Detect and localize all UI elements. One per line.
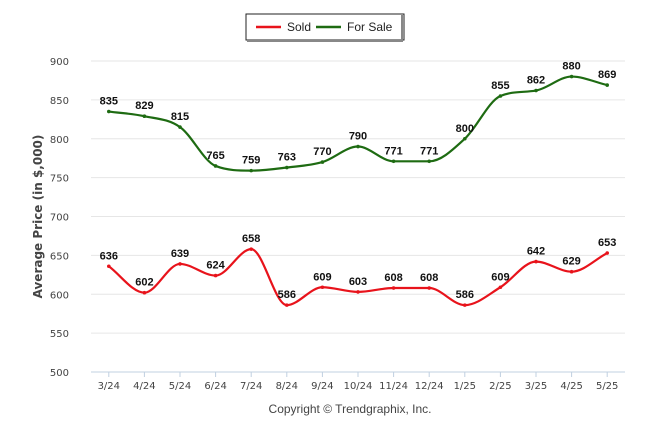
data-point-sold [427, 286, 432, 290]
data-point-sold [534, 259, 538, 264]
y-tick-label: 600 [50, 290, 69, 301]
data-point-for-sale [427, 159, 432, 164]
data-label-sold: 636 [100, 250, 118, 262]
x-tick-label: 4/24 [133, 381, 155, 392]
legend-label-for-sale: For Sale [347, 20, 393, 34]
data-label-sold: 608 [384, 272, 402, 284]
data-label-for-sale: 862 [527, 75, 545, 87]
data-point-for-sale [391, 159, 396, 164]
data-point-sold [107, 264, 111, 269]
data-label-sold: 608 [420, 272, 438, 284]
data-point-sold [285, 303, 289, 307]
data-point-for-sale [605, 83, 609, 87]
data-point-sold [605, 251, 609, 255]
data-label-for-sale: 771 [384, 145, 402, 157]
data-label-sold: 586 [456, 289, 474, 301]
data-label-sold: 658 [242, 233, 260, 245]
y-tick-label: 500 [50, 368, 69, 379]
data-label-sold: 609 [313, 271, 331, 283]
data-point-for-sale [285, 165, 289, 170]
data-label-for-sale: 765 [206, 150, 224, 162]
data-point-sold [320, 285, 325, 290]
x-tick-label: 2/25 [489, 381, 511, 392]
legend-label-sold: Sold [287, 20, 311, 34]
data-label-for-sale: 880 [562, 61, 580, 73]
x-tick-label: 4/25 [560, 381, 582, 392]
x-tick-label: 8/24 [276, 381, 298, 392]
data-label-for-sale: 763 [278, 152, 296, 164]
data-point-for-sale [142, 114, 147, 119]
data-label-sold: 586 [278, 289, 296, 301]
x-tick-label: 6/24 [204, 381, 226, 392]
x-tick-label: 10/24 [344, 381, 373, 392]
x-tick-label: 3/24 [98, 381, 120, 392]
y-tick-label: 750 [50, 174, 69, 185]
data-label-for-sale: 771 [420, 145, 438, 157]
data-label-sold: 602 [135, 277, 153, 289]
copyright-text: Copyright © Trendgraphix, Inc. [269, 402, 432, 416]
x-tick-label: 5/25 [596, 381, 618, 392]
data-label-for-sale: 759 [242, 155, 260, 167]
data-label-for-sale: 790 [349, 131, 367, 143]
data-point-for-sale [107, 109, 111, 114]
data-label-sold: 653 [598, 237, 616, 249]
data-label-for-sale: 835 [100, 96, 118, 108]
y-axis-title: Average Price (in $,000) [31, 135, 45, 299]
data-label-for-sale: 800 [456, 123, 474, 135]
series-line-for-sale [108, 75, 608, 172]
data-point-for-sale [463, 136, 467, 141]
data-point-for-sale [213, 164, 218, 168]
y-tick-label: 550 [50, 329, 69, 340]
data-point-for-sale [534, 88, 538, 93]
data-label-sold: 629 [562, 256, 580, 268]
y-tick-label: 900 [50, 57, 69, 68]
data-label-sold: 603 [349, 276, 367, 288]
data-point-sold [569, 269, 574, 274]
data-point-sold [178, 262, 182, 266]
y-tick-label: 800 [50, 135, 69, 146]
data-label-for-sale: 815 [171, 111, 189, 123]
y-tick-label: 650 [50, 251, 69, 262]
y-tick-label: 700 [50, 213, 69, 224]
data-point-sold [463, 303, 467, 307]
x-tick-label: 5/24 [169, 381, 191, 392]
data-point-sold [249, 247, 253, 251]
data-label-for-sale: 855 [491, 80, 509, 92]
x-tick-label: 7/24 [240, 381, 262, 392]
data-label-sold: 624 [206, 260, 225, 272]
data-point-for-sale [178, 125, 182, 129]
data-label-sold: 642 [527, 246, 545, 258]
data-label-sold: 639 [171, 248, 189, 260]
data-point-sold [498, 285, 503, 290]
data-point-for-sale [249, 168, 253, 173]
data-label-for-sale: 829 [135, 100, 153, 112]
data-label-sold: 609 [491, 271, 509, 283]
data-point-for-sale [569, 74, 574, 79]
data-label-for-sale: 770 [313, 146, 331, 158]
data-point-sold [391, 286, 396, 290]
data-point-for-sale [356, 144, 360, 149]
x-tick-label: 3/25 [525, 381, 547, 392]
x-tick-label: 12/24 [415, 381, 444, 392]
data-point-sold [213, 273, 218, 278]
data-point-for-sale [320, 160, 325, 164]
y-tick-label: 850 [50, 96, 69, 107]
data-point-sold [356, 290, 360, 294]
x-tick-label: 9/24 [311, 381, 333, 392]
x-tick-label: 1/25 [454, 381, 476, 392]
x-tick-label: 11/24 [379, 381, 408, 392]
data-point-sold [142, 290, 147, 295]
data-point-for-sale [498, 94, 503, 98]
data-label-for-sale: 869 [598, 69, 616, 81]
